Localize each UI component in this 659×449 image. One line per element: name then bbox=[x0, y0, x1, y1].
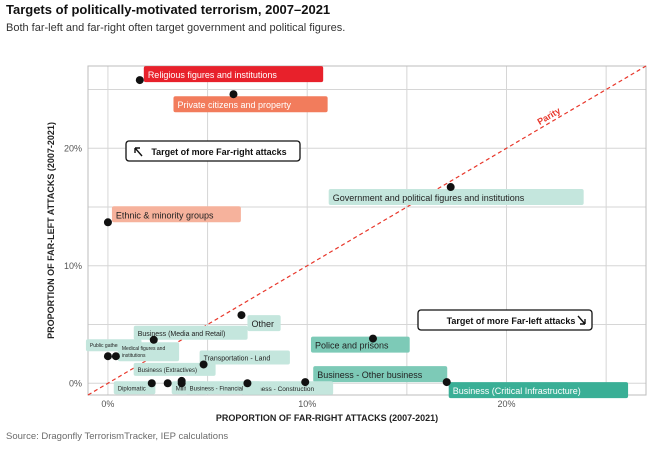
annotation-box-far_right bbox=[125, 140, 301, 162]
data-point bbox=[229, 90, 238, 99]
point-label-bg bbox=[111, 206, 241, 223]
arrow-nw-icon bbox=[134, 147, 143, 157]
point-label: Ethnic & minority groups bbox=[116, 210, 214, 220]
point-label: Medical figures and bbox=[122, 346, 166, 352]
point-label: Business (Media and Retail) bbox=[138, 331, 226, 338]
data-point bbox=[368, 334, 377, 343]
point-label-bg bbox=[199, 350, 290, 365]
point-label-bg bbox=[185, 381, 261, 395]
data-point bbox=[147, 379, 156, 388]
data-point bbox=[199, 360, 208, 369]
y-axis-label: PROPORTION OF FAR-LEFT ATTACKS (2007-202… bbox=[46, 122, 56, 339]
data-point bbox=[163, 379, 172, 388]
point-label: institutions bbox=[122, 353, 146, 359]
point-label: Government and political figures and ins… bbox=[333, 193, 525, 203]
point-label-bg bbox=[328, 189, 584, 206]
point-label-bg bbox=[143, 66, 324, 83]
x-axis-label: PROPORTION OF FAR-RIGHT ATTACKS (2007-20… bbox=[216, 413, 438, 423]
arrow-se-icon bbox=[577, 315, 586, 325]
chart-title: Targets of politically-motivated terrori… bbox=[6, 2, 331, 17]
data-point bbox=[446, 183, 455, 192]
parity-line bbox=[87, 65, 647, 396]
y-tick-label: 10% bbox=[64, 261, 82, 271]
point-label-bg bbox=[133, 362, 216, 376]
point-label: Business - Construction bbox=[245, 386, 314, 393]
point-label: Other bbox=[251, 319, 274, 329]
point-label: Business - Financial bbox=[190, 386, 244, 392]
point-label-bg bbox=[448, 382, 629, 399]
x-tick-label: 20% bbox=[497, 399, 515, 409]
data-point bbox=[237, 311, 246, 320]
point-label-bg bbox=[133, 325, 248, 340]
point-label-bg bbox=[117, 342, 180, 362]
point-label-bg bbox=[313, 366, 448, 383]
point-label-bg bbox=[247, 315, 281, 332]
point-label: Private citizens and property bbox=[177, 100, 291, 110]
data-point bbox=[135, 76, 144, 85]
data-point bbox=[103, 218, 112, 227]
x-tick-label: 10% bbox=[298, 399, 316, 409]
data-point bbox=[442, 378, 451, 387]
data-point bbox=[149, 335, 158, 344]
point-label: Transportation - Land bbox=[204, 355, 271, 362]
point-label: Business - Other business bbox=[317, 370, 423, 380]
point-label: Business (Extractives) bbox=[138, 368, 197, 374]
point-label-bg bbox=[173, 96, 328, 113]
scatter-chart: 0% 10% 20% 0% 10% 20% PROPORTION OF FAR-RIGHT … bbox=[46, 65, 647, 423]
annotation-box-far_left bbox=[417, 309, 593, 331]
data-point bbox=[111, 352, 120, 361]
point-label: Public gatherings bbox=[90, 343, 129, 349]
point-label: Military bbox=[176, 386, 195, 392]
data-point bbox=[243, 379, 252, 388]
y-tick-label: 20% bbox=[64, 143, 82, 153]
point-label-bg bbox=[113, 381, 156, 395]
data-point bbox=[301, 378, 310, 387]
point-label: Diplomatic bbox=[118, 386, 146, 392]
point-label: Police and prisons bbox=[315, 341, 389, 351]
point-label: Business (Critical Infrastructure) bbox=[453, 386, 581, 396]
plot-frame bbox=[87, 65, 647, 396]
source-note: Source: Dragonfly TerrorismTracker, IEP … bbox=[6, 431, 229, 442]
point-label-bg bbox=[310, 336, 410, 353]
data-point bbox=[177, 379, 186, 388]
data-point bbox=[103, 352, 112, 361]
x-tick-label: 0% bbox=[101, 399, 114, 409]
y-tick-label: 0% bbox=[69, 378, 82, 388]
point-label-bg bbox=[241, 381, 334, 395]
point-label: Religious figures and institutions bbox=[148, 70, 278, 80]
annotation-far-left: Target of more Far-left attacks bbox=[447, 316, 576, 326]
chart-subtitle: Both far-left and far-right often target… bbox=[6, 22, 346, 34]
annotation-far-right: Target of more Far-right attacks bbox=[151, 147, 286, 157]
